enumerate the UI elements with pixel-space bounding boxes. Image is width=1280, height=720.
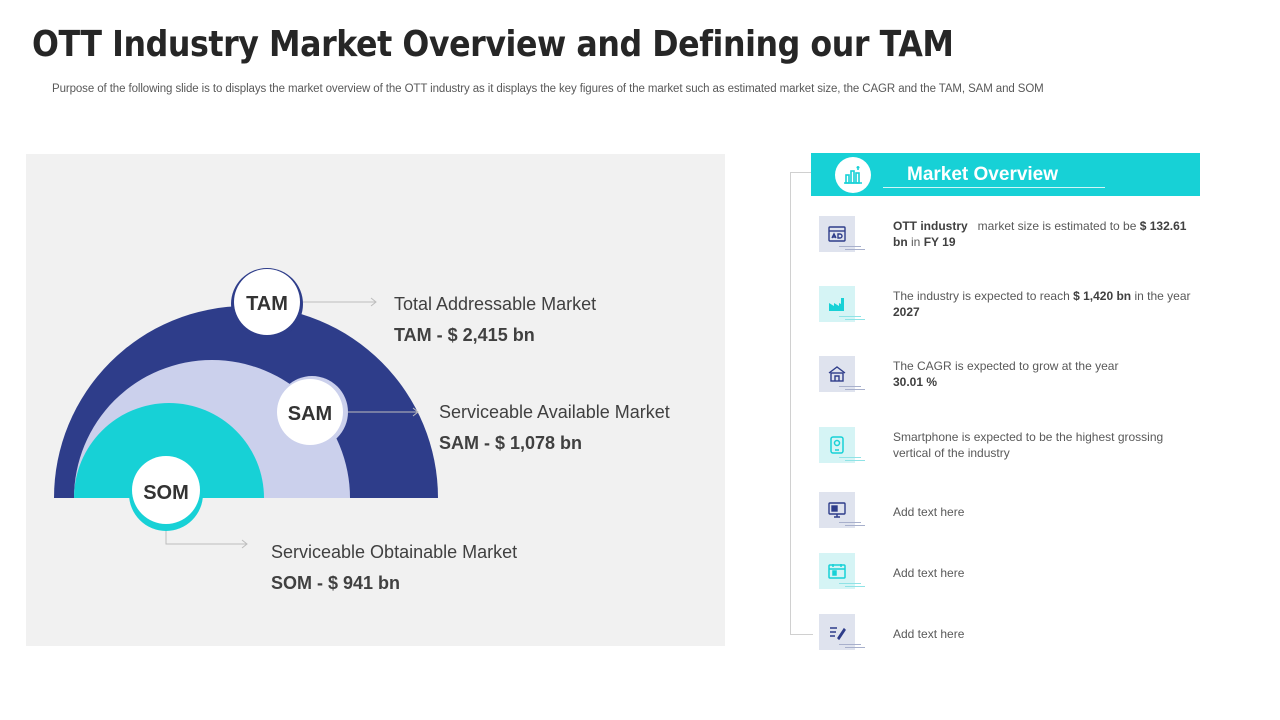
market-size-panel: TAM SAM SOM Total Addressable Market TAM… xyxy=(26,154,725,646)
market-overview-title: Market Overview xyxy=(907,164,1059,185)
monitor-icon xyxy=(819,492,865,528)
tam-sam-som-diagram: TAM SAM SOM xyxy=(54,268,438,549)
tam-name: Total Addressable Market xyxy=(394,294,597,314)
som-value: SOM - $ 941 bn xyxy=(271,573,401,593)
tam-connector-arrow xyxy=(302,297,377,307)
sam-name: Serviceable Available Market xyxy=(439,402,670,422)
som-name: Serviceable Obtainable Market xyxy=(271,542,518,562)
sam-value: SAM - $ 1,078 bn xyxy=(439,433,583,453)
document-pen-icon xyxy=(819,614,865,650)
overview-item: Add text here xyxy=(819,614,1199,658)
overview-item-text: The industry is expected to reach $ 1,42… xyxy=(893,289,1191,319)
som-badge: SOM xyxy=(129,456,203,531)
som-connector-arrow xyxy=(165,530,248,549)
som-ring xyxy=(74,403,264,498)
som-abbr: SOM xyxy=(143,482,189,504)
overview-item-text: Smartphone is expected to be the highest… xyxy=(893,430,1164,460)
smartphone-icon xyxy=(819,427,865,463)
overview-item-text: The CAGR is expected to grow at the year… xyxy=(893,359,1119,389)
overview-item: The CAGR is expected to grow at the year… xyxy=(819,356,1199,400)
calendar-icon xyxy=(819,553,865,589)
overview-item-text: Add text here xyxy=(893,505,965,519)
ad-icon xyxy=(819,216,865,252)
building-icon xyxy=(819,356,865,392)
overview-item-text: Add text here xyxy=(893,627,965,641)
page-title: OTT Industry Market Overview and Definin… xyxy=(32,24,954,65)
overview-item: The industry is expected to reach $ 1,42… xyxy=(819,286,1199,330)
overview-item-text: Add text here xyxy=(893,566,965,580)
overview-item: Add text here xyxy=(819,492,1199,536)
sam-badge: SAM xyxy=(276,376,348,448)
factory-icon xyxy=(819,286,865,322)
overview-item: Add text here xyxy=(819,553,1199,597)
market-overview-header: Market Overview xyxy=(811,153,1200,196)
sam-abbr: SAM xyxy=(288,403,332,425)
overview-bracket xyxy=(790,172,813,635)
tam-abbr: TAM xyxy=(246,293,288,315)
overview-item: Smartphone is expected to be the highest… xyxy=(819,427,1199,471)
tam-value: TAM - $ 2,415 bn xyxy=(394,325,535,345)
header-underline xyxy=(883,187,1105,188)
bar-chart-icon xyxy=(835,157,871,193)
page-subtitle: Purpose of the following slide is to dis… xyxy=(52,83,1044,95)
sam-connector-arrow xyxy=(348,407,419,417)
tam-badge: TAM xyxy=(231,268,303,340)
overview-item-text: OTT industry market size is estimated to… xyxy=(893,219,1187,249)
overview-item: OTT industry market size is estimated to… xyxy=(819,216,1199,260)
